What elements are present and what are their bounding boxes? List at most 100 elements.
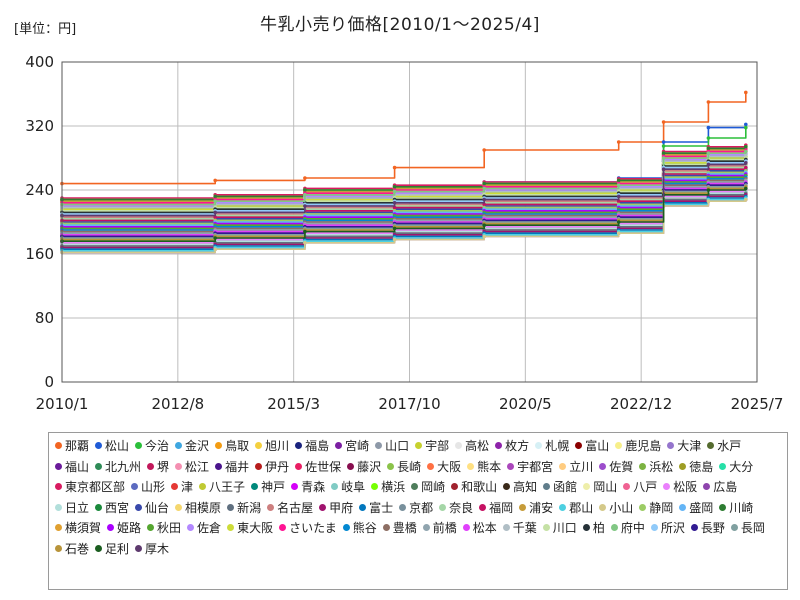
data-point [213,210,217,215]
legend-item: 和歌山 [451,477,497,497]
legend-label: 相模原 [185,500,222,515]
data-point [213,194,217,199]
data-point [482,223,487,227]
legend-marker [467,462,475,470]
legend-label: 福山 [65,459,90,474]
data-point [482,197,487,202]
legend-item: 相模原 [175,498,221,518]
legend-label: 福井 [225,459,250,474]
legend-item: 宇都宮 [507,457,553,477]
legend-item: 横浜 [371,477,405,497]
legend-item: 佐賀 [599,457,633,477]
data-point [213,199,217,203]
legend-marker [375,442,383,450]
legend-item: 福山 [55,457,89,477]
data-point [744,149,748,154]
data-point [616,231,621,235]
x-tick-label: 2020/5 [499,395,552,413]
legend-marker [95,544,103,552]
legend-marker [439,503,447,511]
legend-label: 福岡 [489,500,514,515]
series-line [62,92,747,185]
plot-frame [61,61,758,383]
legend-item: 枚方 [495,436,529,456]
data-point [482,148,487,152]
legend-marker [387,462,395,470]
legend-marker [55,544,62,552]
data-point [392,189,397,194]
legend-marker [251,483,259,491]
series-85 [60,186,748,243]
legend-marker [227,524,235,532]
legend-marker [679,503,687,511]
legend-marker [599,503,607,511]
legend-item: 静岡 [639,498,673,518]
legend-label: 熊本 [477,459,502,474]
legend-item: 北九州 [95,457,141,477]
legend-label: 堺 [157,459,170,474]
legend-marker [663,483,671,491]
data-point [303,193,307,197]
legend-label: 和歌山 [461,480,498,495]
y-tick-label: 80 [35,309,54,327]
legend-marker [95,462,103,470]
legend-marker [451,483,459,491]
legend-item: 京都 [399,498,433,518]
legend-marker [319,503,327,511]
data-point [661,151,666,155]
data-point [392,165,397,170]
legend-item: 堺 [147,457,169,477]
legend-item: 松阪 [663,477,697,497]
legend-marker [503,483,511,491]
legend-item: 長崎 [387,457,421,477]
legend-label: 前橋 [432,521,457,536]
legend-label: 宮崎 [345,439,370,454]
legend-item: 徳島 [679,457,713,477]
legend-marker [255,442,263,450]
legend-item: 所沢 [650,518,685,538]
legend-label: 神戸 [261,480,286,495]
legend-marker [543,483,551,491]
legend-label: 札幌 [545,439,570,454]
legend-item: 鹿児島 [615,436,661,456]
data-point [744,186,748,191]
series-86 [60,161,748,218]
legend-item: 足利 [95,539,129,559]
y-tick-label: 240 [25,181,54,199]
legend-label: 松江 [185,459,210,474]
legend-item: 伊丹 [255,457,289,477]
legend-marker [331,483,339,491]
legend-item: 川崎 [719,498,753,518]
legend-label: 郡山 [569,500,594,515]
legend-marker [359,503,367,511]
legend-marker [215,462,223,470]
chart-title: 牛乳小売り価格[2010/1～2025/4] [260,15,540,35]
data-point [213,178,217,183]
legend-label: 厚木 [145,541,170,556]
legend-marker [147,524,155,532]
legend-label: 奈良 [449,500,474,515]
y-tick-label: 160 [25,245,54,263]
legend-marker [95,442,103,450]
legend-item: 大津 [667,436,701,456]
data-point [616,140,621,144]
legend-marker [542,524,550,532]
legend-marker [411,483,419,491]
data-point [706,146,711,151]
data-point [616,194,621,199]
line-chart: 0 80 160 240 320 400 2010/1 2012/8 2015/3 2017/1… [25,53,783,413]
legend-marker [255,462,263,470]
legend-item: 岐阜 [331,477,365,497]
legend-marker [559,462,567,470]
legend-label: 千葉 [512,521,537,536]
legend-item: 東京都区部 [55,477,125,497]
legend-marker [267,503,275,511]
legend-marker [295,442,303,450]
legend-marker [690,524,698,532]
legend-marker [719,462,727,470]
legend-marker [135,544,143,552]
legend-item: 仙台 [135,498,169,518]
legend-label: 長岡 [740,521,765,536]
legend-marker [131,483,139,491]
legend-label: 広島 [713,480,738,495]
